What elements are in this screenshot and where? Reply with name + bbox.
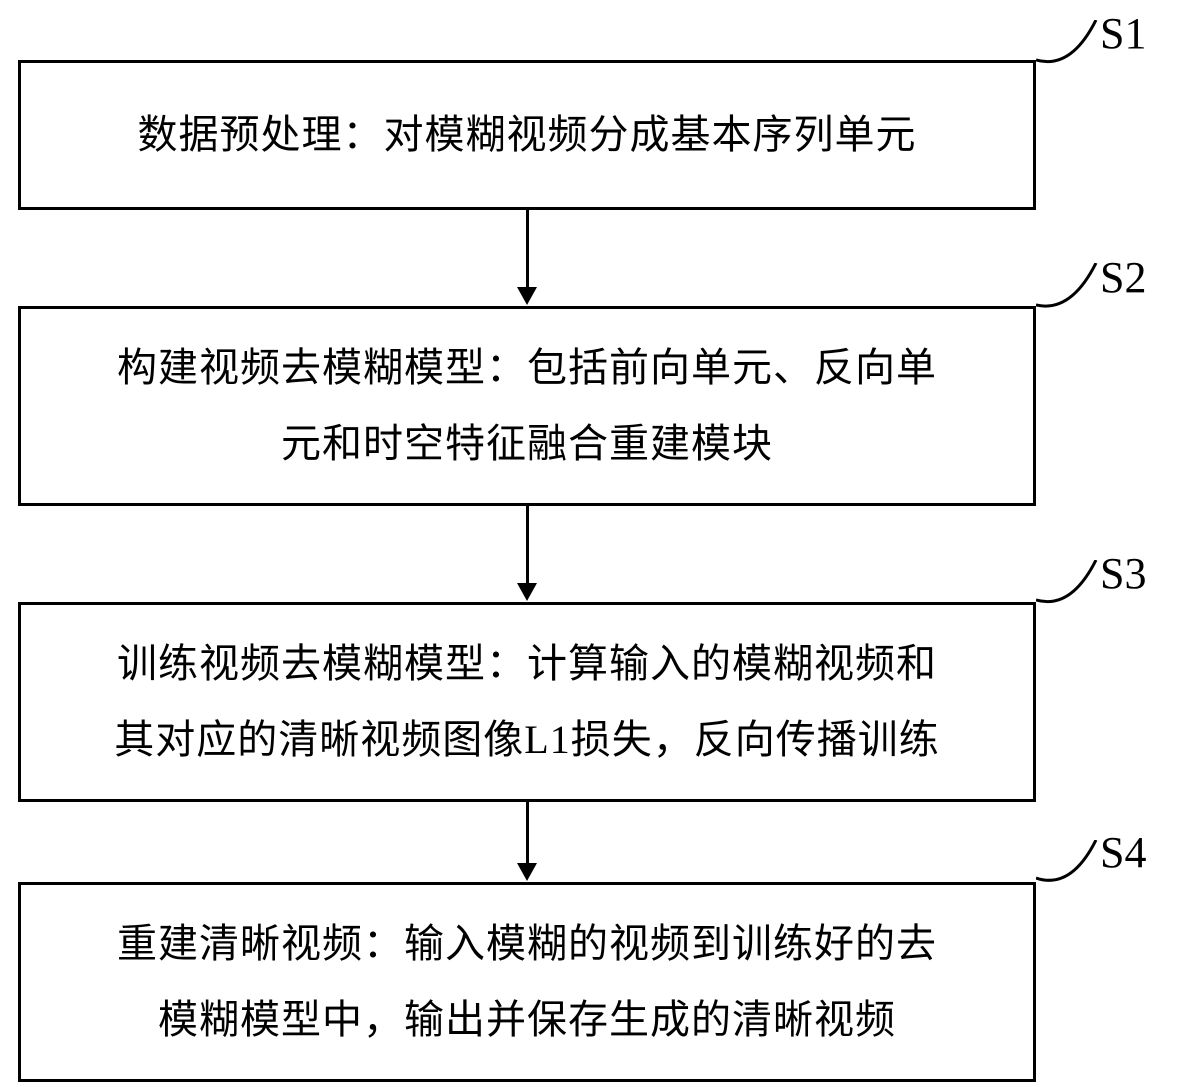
curve-s3 bbox=[1036, 560, 1106, 615]
step-label-s2: S2 bbox=[1100, 252, 1146, 303]
curve-s4 bbox=[1036, 840, 1106, 895]
step-box-s1: 数据预处理：对模糊视频分成基本序列单元 bbox=[18, 60, 1036, 210]
curve-s2 bbox=[1036, 263, 1106, 318]
flowchart-canvas: 数据预处理：对模糊视频分成基本序列单元 S1 构建视频去模糊模型：包括前向单元、… bbox=[0, 0, 1177, 1087]
step-label-s3: S3 bbox=[1100, 548, 1146, 599]
step-text-s2: 构建视频去模糊模型：包括前向单元、反向单 元和时空特征融合重建模块 bbox=[117, 330, 937, 482]
curve-s1 bbox=[1036, 20, 1106, 75]
step-text-s1: 数据预处理：对模糊视频分成基本序列单元 bbox=[138, 97, 917, 173]
step-box-s3: 训练视频去模糊模型：计算输入的模糊视频和 其对应的清晰视频图像L1损失，反向传播… bbox=[18, 602, 1036, 802]
arrow-s1-s2 bbox=[517, 210, 537, 305]
step-label-s1: S1 bbox=[1100, 8, 1146, 59]
arrow-s3-s4 bbox=[517, 802, 537, 881]
step-text-s3: 训练视频去模糊模型：计算输入的模糊视频和 其对应的清晰视频图像L1损失，反向传播… bbox=[114, 626, 939, 778]
arrow-s2-s3 bbox=[517, 506, 537, 601]
step-label-s4: S4 bbox=[1100, 827, 1146, 878]
step-box-s2: 构建视频去模糊模型：包括前向单元、反向单 元和时空特征融合重建模块 bbox=[18, 306, 1036, 506]
step-text-s4: 重建清晰视频：输入模糊的视频到训练好的去 模糊模型中，输出并保存生成的清晰视频 bbox=[117, 906, 937, 1058]
step-box-s4: 重建清晰视频：输入模糊的视频到训练好的去 模糊模型中，输出并保存生成的清晰视频 bbox=[18, 882, 1036, 1082]
